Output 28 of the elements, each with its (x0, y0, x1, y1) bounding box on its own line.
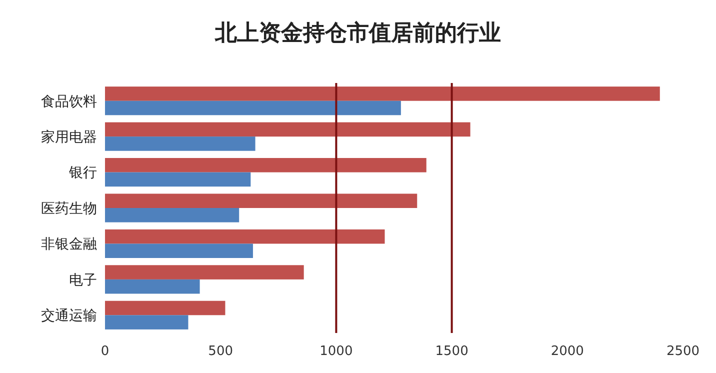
x-tick-label: 2500 (666, 344, 700, 359)
bar (105, 172, 251, 187)
bar (105, 208, 240, 222)
x-tick-label: 500 (208, 344, 234, 359)
bar (105, 158, 426, 172)
bar (105, 86, 660, 101)
y-tick-label: 非银金融 (41, 236, 97, 253)
chart-title: 北上资金持仓市值居前的行业 (214, 20, 501, 46)
y-tick-label: 交通运输 (41, 308, 97, 324)
bar (105, 122, 470, 137)
y-tick-label: 医药生物 (41, 200, 97, 217)
y-tick-label: 电子 (69, 272, 97, 288)
x-tick-label: 1500 (435, 344, 468, 359)
bar (105, 265, 304, 280)
x-tick-label: 2000 (550, 344, 584, 359)
bar (105, 315, 188, 330)
bar (105, 279, 200, 294)
x-tick-label: 1000 (320, 344, 353, 359)
bar (105, 244, 253, 258)
bar (105, 229, 385, 244)
bar (105, 100, 401, 116)
bar (105, 136, 256, 151)
y-tick-label: 银行 (68, 165, 97, 182)
y-tick-label: 家用电器 (41, 129, 97, 146)
bar (105, 300, 226, 316)
y-tick-label: 食品饮料 (41, 94, 97, 110)
x-tick-label: 0 (100, 344, 110, 359)
bar (105, 194, 418, 208)
